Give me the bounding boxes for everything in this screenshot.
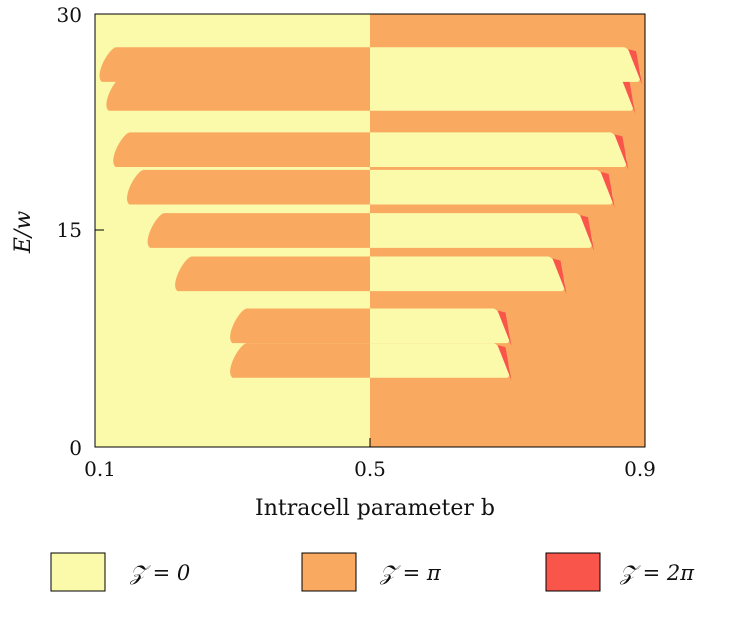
band-right-5 [370, 132, 627, 167]
x-axis-label: Intracell parameter b [255, 496, 495, 521]
band-left-5 [113, 132, 370, 167]
band-left-2 [175, 256, 370, 292]
band-right-2 [370, 256, 565, 292]
sliver-two-pi-7 [628, 49, 643, 85]
band-left-6 [106, 76, 370, 111]
sliver-two-pi-4 [600, 171, 615, 208]
sliver-two-pi-1 [497, 310, 512, 347]
y-axis-label: E/w [11, 211, 36, 254]
band-right-1 [370, 308, 510, 344]
band-left-3 [147, 213, 370, 248]
band-left-0 [230, 343, 370, 378]
band-right-6 [370, 76, 634, 111]
legend-label-pi: 𝒵 = π [379, 561, 442, 585]
band-left-1 [230, 308, 370, 344]
x-axis: 0.1 0.5 0.9 Intracell parameter b [84, 438, 656, 521]
legend: 𝒵 = 0 𝒵 = π 𝒵 = 2π [50, 552, 695, 592]
x-tick-label-0: 0.1 [84, 457, 116, 481]
legend-label-zero: 𝒵 = 0 [129, 561, 190, 585]
sliver-two-pi-5 [614, 134, 629, 170]
legend-swatch-zero [50, 552, 106, 592]
band-right-4 [370, 169, 614, 205]
sliver-two-pi-6 [621, 78, 636, 114]
plot-area [95, 14, 645, 447]
legend-swatch-pi [301, 552, 357, 592]
sliver-two-pi-0 [497, 345, 512, 381]
sliver-two-pi-3 [580, 215, 594, 251]
y-tick-label-1: 15 [57, 218, 82, 242]
band-right-7 [370, 47, 641, 82]
band-left-7 [99, 47, 370, 82]
band-right-0 [370, 343, 510, 378]
sliver-two-pi-2 [552, 258, 567, 295]
legend-swatch-two-pi [545, 552, 601, 592]
y-tick-label-0: 0 [69, 436, 82, 460]
band-left-4 [126, 169, 370, 205]
band-right-3 [370, 213, 593, 248]
phase-bands [99, 14, 645, 447]
y-axis: 0 15 30 E/w [11, 3, 104, 460]
x-tick-label-2: 0.9 [624, 457, 656, 481]
x-tick-label-1: 0.5 [354, 457, 386, 481]
y-tick-label-2: 30 [57, 3, 82, 27]
legend-label-two-pi: 𝒵 = 2π [619, 561, 695, 585]
